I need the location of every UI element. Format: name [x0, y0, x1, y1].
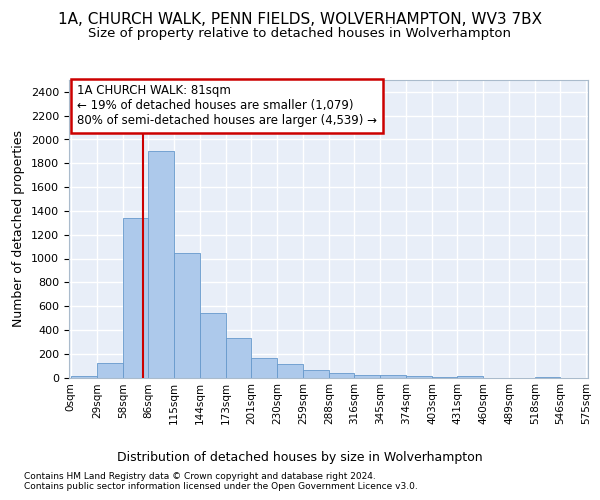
- Bar: [148, 152, 174, 378]
- Bar: [406, 376, 432, 378]
- Text: Contains public sector information licensed under the Open Government Licence v3: Contains public sector information licen…: [24, 482, 418, 491]
- Bar: [226, 338, 251, 378]
- Bar: [432, 377, 457, 378]
- Bar: [329, 372, 354, 378]
- Bar: [200, 312, 226, 378]
- Bar: [303, 370, 329, 378]
- Bar: [354, 374, 380, 378]
- Text: Distribution of detached houses by size in Wolverhampton: Distribution of detached houses by size …: [117, 451, 483, 464]
- Bar: [174, 253, 200, 378]
- Bar: [97, 362, 123, 378]
- Bar: [71, 376, 97, 378]
- Bar: [457, 376, 483, 378]
- Bar: [380, 374, 406, 378]
- Text: 1A, CHURCH WALK, PENN FIELDS, WOLVERHAMPTON, WV3 7BX: 1A, CHURCH WALK, PENN FIELDS, WOLVERHAMP…: [58, 12, 542, 28]
- Bar: [251, 358, 277, 378]
- Bar: [123, 218, 148, 378]
- Y-axis label: Number of detached properties: Number of detached properties: [13, 130, 25, 327]
- Text: Contains HM Land Registry data © Crown copyright and database right 2024.: Contains HM Land Registry data © Crown c…: [24, 472, 376, 481]
- Text: 1A CHURCH WALK: 81sqm
← 19% of detached houses are smaller (1,079)
80% of semi-d: 1A CHURCH WALK: 81sqm ← 19% of detached …: [77, 84, 377, 128]
- Bar: [277, 364, 303, 378]
- Text: Size of property relative to detached houses in Wolverhampton: Size of property relative to detached ho…: [89, 28, 511, 40]
- Bar: [535, 377, 560, 378]
